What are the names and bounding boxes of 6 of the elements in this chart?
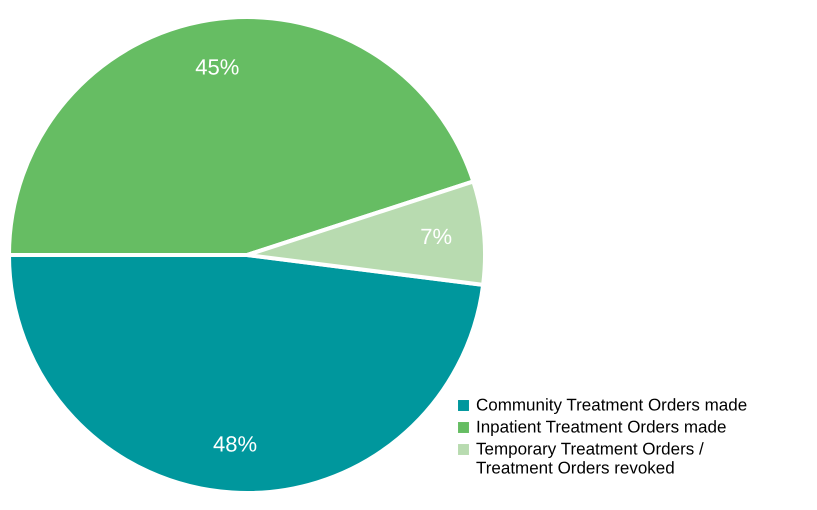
legend-label: Inpatient Treatment Orders made bbox=[476, 418, 726, 436]
data-label: 7% bbox=[420, 224, 452, 250]
legend-label: Community Treatment Orders made bbox=[476, 396, 748, 414]
data-label: 48% bbox=[213, 432, 258, 457]
data-label: 45% bbox=[195, 54, 240, 80]
legend-label: Temporary Treatment Orders / Treatment Orders revoked bbox=[476, 440, 704, 478]
